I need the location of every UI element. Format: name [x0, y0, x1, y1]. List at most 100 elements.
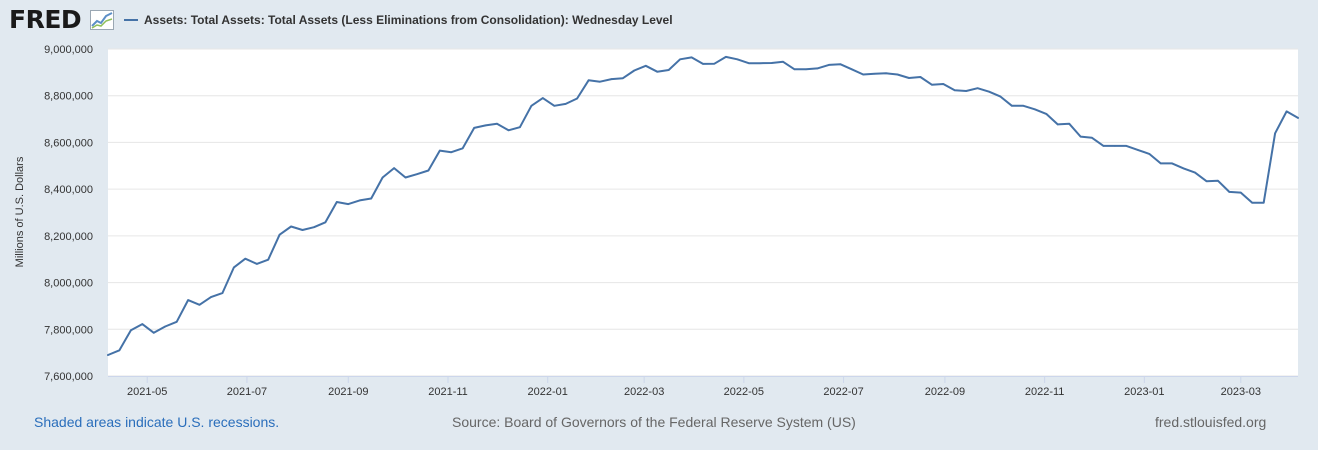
data-point[interactable] [576, 97, 578, 100]
data-point[interactable] [473, 127, 476, 129]
data-point[interactable] [313, 226, 315, 228]
chart-legend[interactable]: Assets: Total Assets: Total Assets (Less… [124, 10, 673, 30]
data-point[interactable] [931, 83, 933, 86]
data-point[interactable] [542, 97, 544, 99]
data-point[interactable] [153, 332, 155, 334]
data-point[interactable] [690, 56, 693, 59]
data-point[interactable] [1056, 123, 1059, 126]
data-point[interactable] [107, 354, 109, 356]
data-point[interactable] [999, 95, 1002, 98]
data-point[interactable] [1102, 145, 1105, 147]
data-point[interactable] [988, 90, 990, 93]
data-point[interactable] [530, 105, 533, 107]
data-point[interactable] [942, 83, 945, 85]
data-point[interactable] [210, 296, 212, 298]
data-point[interactable] [1182, 167, 1185, 170]
data-point[interactable] [393, 167, 395, 169]
data-point[interactable] [1034, 108, 1036, 111]
data-point[interactable] [290, 225, 292, 228]
data-point[interactable] [862, 73, 864, 76]
data-point[interactable] [885, 72, 887, 75]
data-point[interactable] [908, 77, 910, 79]
data-point[interactable] [416, 173, 418, 175]
line-chart[interactable]: 7,600,000 7,800,000 8,000,000 8,200,000 8,40… [0, 0, 1318, 410]
data-point[interactable] [759, 62, 761, 64]
data-point[interactable] [1285, 110, 1288, 113]
data-point[interactable] [587, 79, 590, 82]
data-point[interactable] [1171, 162, 1173, 165]
data-point[interactable] [519, 126, 521, 128]
data-point[interactable] [347, 203, 350, 205]
data-point[interactable] [1228, 191, 1231, 193]
data-point[interactable] [1068, 122, 1070, 125]
data-point[interactable] [1159, 162, 1162, 165]
data-point[interactable] [805, 68, 807, 71]
data-point[interactable] [1045, 113, 1048, 115]
data-point[interactable] [233, 266, 235, 269]
data-point[interactable] [725, 56, 727, 58]
data-point[interactable] [336, 201, 338, 203]
data-point[interactable] [1079, 135, 1082, 138]
data-point[interactable] [953, 89, 956, 92]
data-point[interactable] [553, 105, 556, 107]
data-point[interactable] [1125, 145, 1128, 147]
data-point[interactable] [484, 124, 487, 127]
data-point[interactable] [507, 129, 510, 132]
data-point[interactable] [187, 299, 189, 301]
data-point[interactable] [1148, 153, 1151, 155]
recession-note-link[interactable]: Shaded areas indicate U.S. recessions. [34, 414, 280, 430]
data-point[interactable] [736, 58, 739, 61]
data-point[interactable] [1274, 132, 1276, 135]
data-point[interactable] [828, 64, 830, 66]
data-point[interactable] [873, 73, 876, 75]
data-point[interactable] [404, 176, 407, 179]
data-point[interactable] [255, 263, 258, 265]
data-point[interactable] [324, 221, 327, 224]
data-point[interactable] [1262, 201, 1265, 204]
data-point[interactable] [496, 122, 498, 125]
data-point[interactable] [851, 68, 853, 71]
data-point[interactable] [816, 67, 819, 70]
data-point[interactable] [1091, 137, 1093, 139]
data-point[interactable] [599, 80, 601, 83]
data-point[interactable] [244, 257, 247, 260]
data-point[interactable] [564, 103, 567, 105]
data-point[interactable] [175, 321, 178, 323]
data-point[interactable] [130, 329, 132, 332]
data-point[interactable] [965, 90, 967, 92]
data-point[interactable] [278, 233, 281, 236]
data-point[interactable] [118, 349, 121, 352]
data-point[interactable] [427, 169, 430, 172]
data-point[interactable] [439, 149, 441, 152]
data-point[interactable] [381, 176, 384, 179]
data-point[interactable] [1022, 105, 1025, 107]
data-point[interactable] [370, 197, 373, 200]
data-point[interactable] [896, 73, 899, 76]
data-point[interactable] [633, 69, 636, 72]
data-point[interactable] [1251, 201, 1253, 204]
data-point[interactable] [782, 61, 784, 63]
data-point[interactable] [610, 78, 613, 80]
data-point[interactable] [461, 147, 464, 150]
data-point[interactable] [358, 199, 361, 202]
data-point[interactable] [1114, 145, 1116, 147]
data-point[interactable] [770, 62, 773, 64]
data-point[interactable] [748, 62, 750, 64]
data-point[interactable] [919, 76, 922, 78]
data-point[interactable] [267, 258, 270, 261]
data-point[interactable] [301, 229, 304, 231]
data-point[interactable] [164, 325, 166, 328]
data-point[interactable] [198, 304, 201, 306]
data-point[interactable] [839, 63, 842, 65]
data-point[interactable] [679, 58, 681, 61]
data-point[interactable] [1240, 191, 1242, 194]
data-point[interactable] [1137, 149, 1139, 151]
data-point[interactable] [1205, 180, 1208, 182]
data-point[interactable] [1194, 171, 1196, 174]
data-point[interactable] [1217, 179, 1219, 182]
data-point[interactable] [667, 69, 670, 71]
data-point[interactable] [645, 65, 647, 67]
data-point[interactable] [713, 62, 716, 65]
fred-logo[interactable]: FRED [9, 5, 82, 34]
data-point[interactable] [450, 151, 453, 153]
